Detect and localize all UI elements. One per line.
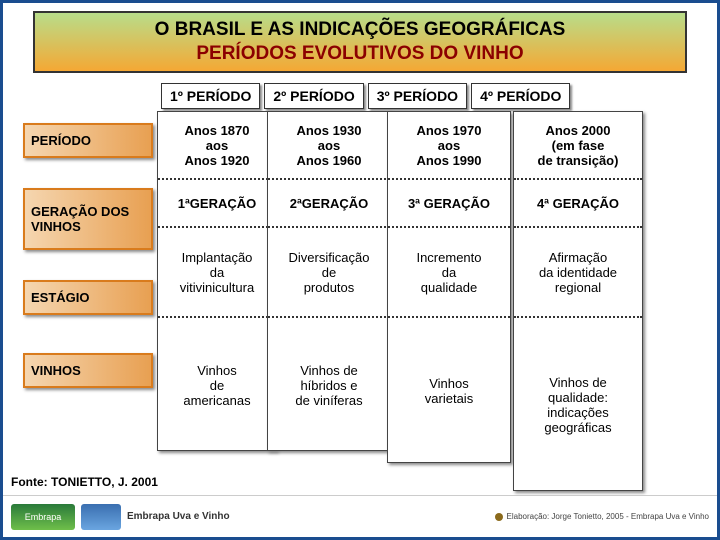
c1-geracao: 1ªGERAÇÃO — [158, 180, 276, 228]
c3-vinhos: Vinhosvarietais — [388, 318, 510, 464]
bullet-icon — [495, 513, 503, 521]
c2-geracao: 2ªGERAÇÃO — [268, 180, 390, 228]
column-2: Anos 1930aosAnos 1960 2ªGERAÇÃO Diversif… — [267, 111, 391, 451]
footer: Embrapa Embrapa Uva e Vinho Elaboração: … — [3, 495, 717, 537]
embrapa-uva-logo: Embrapa Uva e Vinho — [127, 511, 230, 522]
c4-vinhos: Vinhos dequalidade:indicaçõesgeográficas — [514, 318, 642, 492]
c4-geracao: 4ª GERAÇÃO — [514, 180, 642, 228]
c2-periodo: Anos 1930aosAnos 1960 — [268, 112, 390, 180]
period-header-3: 3º PERÍODO — [368, 83, 467, 109]
c1-periodo: Anos 1870aosAnos 1920 — [158, 112, 276, 180]
c3-periodo: Anos 1970aosAnos 1990 — [388, 112, 510, 180]
credit-text: Elaboração: Jorge Tonietto, 2005 - Embra… — [507, 512, 710, 521]
c4-estagio: Afirmaçãoda identidaderegional — [514, 228, 642, 318]
source-citation: Fonte: TONIETTO, J. 2001 — [11, 475, 158, 489]
side-label-vinhos: VINHOS — [23, 353, 153, 388]
title-box: O BRASIL E AS INDICAÇÕES GEOGRÁFICAS PER… — [33, 11, 687, 73]
c3-estagio: Incrementodaqualidade — [388, 228, 510, 318]
side-label-estagio: ESTÁGIO — [23, 280, 153, 315]
title-line2: PERÍODOS EVOLUTIVOS DO VINHO — [45, 43, 675, 65]
column-1: Anos 1870aosAnos 1920 1ªGERAÇÃO Implanta… — [157, 111, 277, 451]
c1-estagio: Implantaçãodavitivinicultura — [158, 228, 276, 318]
c4-periodo: Anos 2000(em fasede transição) — [514, 112, 642, 180]
period-header-1: 1º PERÍODO — [161, 83, 260, 109]
content-area: 1º PERÍODO 2º PERÍODO 3º PERÍODO 4º PERÍ… — [13, 83, 717, 109]
c2-estagio: Diversificaçãodeprodutos — [268, 228, 390, 318]
c2-vinhos: Vinhos dehíbridos ede viníferas — [268, 318, 390, 452]
column-4: Anos 2000(em fasede transição) 4ª GERAÇÃ… — [513, 111, 643, 491]
embrapa-logo: Embrapa — [11, 504, 75, 530]
side-label-periodo: PERÍODO — [23, 123, 153, 158]
side-label-geracao: GERAÇÃO DOS VINHOS — [23, 188, 153, 250]
gov-logo — [81, 504, 121, 530]
column-3: Anos 1970aosAnos 1990 3ª GERAÇÃO Increme… — [387, 111, 511, 463]
period-header-4: 4º PERÍODO — [471, 83, 570, 109]
c1-vinhos: Vinhosdeamericanas — [158, 318, 276, 452]
sidebar: PERÍODO GERAÇÃO DOS VINHOS ESTÁGIO VINHO… — [23, 123, 153, 418]
footer-credit: Elaboração: Jorge Tonietto, 2005 - Embra… — [495, 512, 710, 521]
period-headers: 1º PERÍODO 2º PERÍODO 3º PERÍODO 4º PERÍ… — [161, 83, 717, 109]
title-line1: O BRASIL E AS INDICAÇÕES GEOGRÁFICAS — [45, 19, 675, 41]
c3-geracao: 3ª GERAÇÃO — [388, 180, 510, 228]
period-header-2: 2º PERÍODO — [264, 83, 363, 109]
footer-logos: Embrapa Embrapa Uva e Vinho — [11, 504, 230, 530]
